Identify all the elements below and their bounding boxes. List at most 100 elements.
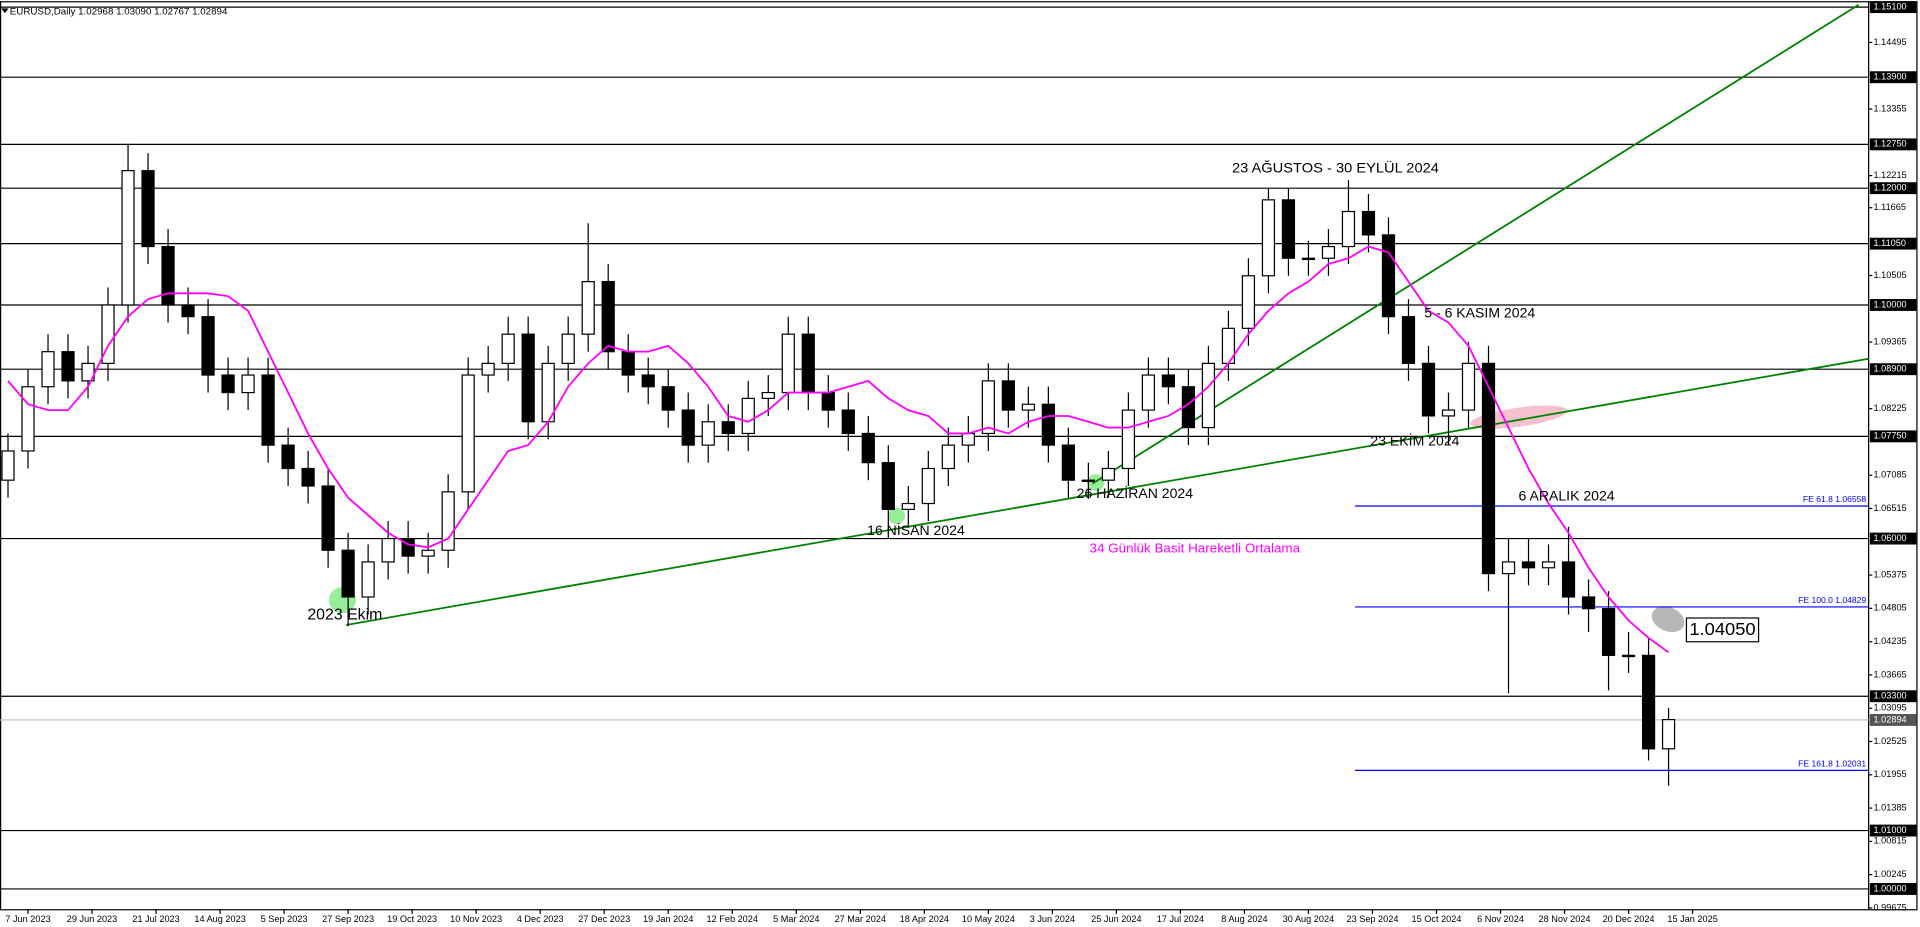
candle-body (701, 421, 715, 446)
level-box (1869, 138, 1917, 151)
moving-average-label: 34 Günlük Basit Hareketli Ortalama (1089, 541, 1300, 556)
candle-body (741, 397, 755, 435)
y-tick-label: 1.07085 (1874, 470, 1907, 480)
level-box (1869, 237, 1917, 250)
candle-body (881, 462, 895, 510)
candle-body (1461, 362, 1476, 411)
level-box (1869, 299, 1917, 311)
level-label: 1.12000 (1874, 183, 1907, 193)
x-tick-label: 27 Mar 2024 (835, 914, 886, 924)
y-tick-label: 1.09365 (1874, 337, 1907, 347)
y-tick-label: 1.03095 (1874, 703, 1907, 713)
level-box (1869, 182, 1917, 195)
candle-body (721, 421, 735, 435)
candle-body (1241, 275, 1256, 329)
candle-body (601, 281, 615, 353)
highlight-circle (887, 507, 905, 525)
candle-body (1101, 467, 1115, 481)
y-tick-label: 1.01955 (1874, 769, 1907, 779)
candle-body (841, 409, 855, 435)
candle-body (1541, 561, 1556, 569)
current-price-box (1869, 714, 1917, 726)
y-tick-label: 1.04805 (1874, 603, 1907, 613)
candle-body (661, 386, 675, 411)
annotation: 23 AĞUSTOS - 30 EYLÜL 2024 (1232, 159, 1439, 177)
level-label: 1.12750 (1874, 139, 1907, 149)
candle-body (41, 351, 55, 388)
level-box (1869, 883, 1917, 895)
x-tick-label: 29 Jun 2023 (67, 914, 117, 924)
candle-body (801, 333, 815, 394)
y-tick-label: 1.02525 (1874, 736, 1907, 746)
candle-body (301, 467, 315, 487)
x-tick-label: 4 Dec 2023 (517, 914, 564, 924)
x-tick-label: 10 May 2024 (962, 914, 1015, 924)
candle-body (921, 467, 935, 505)
x-tick-label: 17 Jul 2024 (1157, 914, 1204, 924)
candle-body (581, 281, 595, 335)
x-tick-label: 30 Aug 2024 (1283, 914, 1334, 924)
x-tick-label: 5 Sep 2023 (261, 914, 308, 924)
candle-body (21, 386, 35, 452)
level-box (1869, 71, 1917, 84)
candle-body (641, 374, 655, 388)
x-tick-label: 15 Oct 2024 (1412, 914, 1462, 924)
candle-body (161, 245, 175, 306)
level-box (1869, 1, 1917, 14)
level-label: 1.10000 (1874, 299, 1907, 309)
x-tick-label: 28 Nov 2024 (1539, 914, 1591, 924)
candle-body (621, 351, 635, 376)
annotation: 2023 Ekim (307, 607, 382, 624)
title-arrow (1, 8, 9, 14)
candle-body (141, 170, 155, 248)
level-label: 1.03300 (1874, 691, 1907, 701)
candle-body (441, 491, 455, 551)
x-tick-label: 27 Dec 2023 (578, 914, 630, 924)
candle-body (241, 374, 255, 394)
y-tick-label: 1.11665 (1874, 202, 1906, 212)
candle-body (1341, 210, 1356, 248)
level-label: 1.08900 (1874, 364, 1907, 374)
candle-body (1301, 257, 1316, 261)
y-tick-label: 1.13355 (1874, 104, 1907, 114)
y-tick-label: 1.06515 (1874, 503, 1907, 513)
level-box (1869, 430, 1917, 443)
level-label: 1.15100 (1874, 2, 1907, 12)
level-label: 1.13900 (1874, 72, 1907, 82)
x-tick-label: 8 Aug 2024 (1221, 914, 1267, 924)
x-tick-label: 15 Jan 2025 (1667, 914, 1717, 924)
candle-body (861, 432, 875, 464)
x-tick-label: 25 Jun 2024 (1091, 914, 1141, 924)
level-box (1869, 532, 1917, 545)
fib-label: FE 161.8 1.02031 (1798, 759, 1866, 769)
candle-body (981, 380, 995, 435)
level-label: 1.11050 (1874, 238, 1906, 248)
candle-body (481, 362, 495, 376)
candle-body (1621, 654, 1636, 658)
candle-body (1321, 245, 1336, 259)
x-tick-label: 20 Dec 2024 (1603, 914, 1655, 924)
candle-body (1401, 316, 1416, 364)
x-tick-label: 5 Mar 2024 (773, 914, 819, 924)
y-tick-label: 1.12215 (1874, 170, 1907, 180)
candle-body (1501, 561, 1516, 575)
candle-body (221, 374, 235, 394)
annotation: 26 HAZİRAN 2024 (1077, 484, 1194, 501)
y-tick-label: 1.14495 (1874, 37, 1907, 47)
x-tick-label: 12 Feb 2024 (707, 914, 758, 924)
candle-body (341, 549, 355, 598)
x-tick-label: 18 Apr 2024 (900, 914, 949, 924)
candle-body (781, 333, 795, 394)
chart-title: EURUSD,Daily 1.02968 1.03090 1.02767 1.0… (10, 7, 228, 18)
candle-body (1021, 403, 1035, 411)
y-tick-label: 1.00245 (1874, 869, 1907, 879)
level-label: 1.00000 (1874, 883, 1907, 893)
candle-body (961, 432, 975, 446)
candle-body (1421, 362, 1436, 417)
x-tick-label: 21 Jul 2023 (132, 914, 179, 924)
candle-body (1141, 374, 1156, 411)
candle-body (201, 316, 215, 376)
candle-body (1061, 444, 1075, 481)
fib-label: FE 61.8 1.06558 (1803, 494, 1867, 504)
